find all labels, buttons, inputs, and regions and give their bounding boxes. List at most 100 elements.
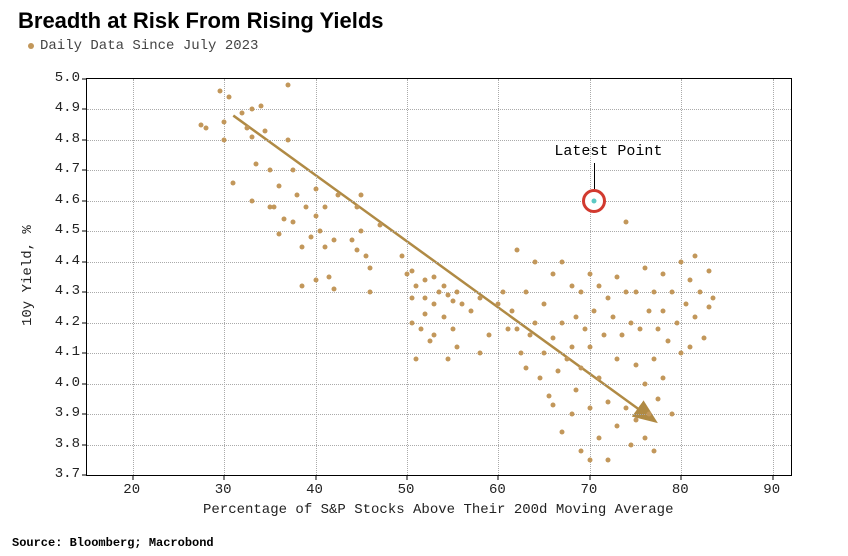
data-point [661,271,666,276]
data-point [711,296,716,301]
data-point [267,168,272,173]
data-point [249,134,254,139]
data-point [368,265,373,270]
data-point [638,326,643,331]
data-point [661,375,666,380]
chart-card: { "title": {"text": "Breadth at Risk Fro… [0,0,848,556]
data-point [423,296,428,301]
data-point [615,424,620,429]
data-point [674,320,679,325]
data-point [331,287,336,292]
data-point [574,387,579,392]
data-point [313,278,318,283]
x-tick-label: 50 [398,482,415,498]
data-point [487,332,492,337]
data-point [651,290,656,295]
annotation-pointer [594,163,595,189]
data-point [277,183,282,188]
data-point [478,296,483,301]
data-point [427,338,432,343]
y-tick-label: 3.8 [40,436,80,452]
data-point [679,259,684,264]
data-point [665,338,670,343]
data-point [514,326,519,331]
data-point [400,253,405,258]
data-point [697,290,702,295]
data-point [318,229,323,234]
data-point [455,290,460,295]
gridline-horizontal [87,262,791,263]
data-point [642,436,647,441]
x-tick-label: 80 [672,482,689,498]
data-point [574,314,579,319]
latest-point-label: Latest Point [554,143,662,160]
plot-area: Latest Point [86,78,792,476]
legend-label: Daily Data Since July 2023 [40,38,258,54]
y-axis-label: 10y Yield, % [20,225,36,326]
data-point [363,253,368,258]
data-point [542,351,547,356]
data-point [693,253,698,258]
data-point [359,229,364,234]
data-point [560,430,565,435]
x-tick-label: 90 [763,482,780,498]
data-point [587,457,592,462]
data-point [299,244,304,249]
data-point [533,320,538,325]
data-point [656,326,661,331]
data-point [418,326,423,331]
data-point [519,351,524,356]
data-point [651,357,656,362]
data-point [432,275,437,280]
data-point [295,192,300,197]
data-point [651,448,656,453]
data-point [706,305,711,310]
x-axis-label: Percentage of S&P Stocks Above Their 200… [203,502,673,518]
data-point [523,366,528,371]
data-point [496,302,501,307]
data-point [679,351,684,356]
data-point [446,357,451,362]
data-point [606,296,611,301]
data-point [624,405,629,410]
data-point [432,302,437,307]
data-point [587,345,592,350]
data-point [409,296,414,301]
data-point [510,308,515,313]
data-point [354,247,359,252]
data-point [647,412,652,417]
data-point [258,104,263,109]
data-point [217,89,222,94]
data-point [441,284,446,289]
data-point [629,442,634,447]
data-point [240,110,245,115]
data-point [377,223,382,228]
data-point [322,204,327,209]
data-point [327,275,332,280]
data-point [542,302,547,307]
data-point [633,363,638,368]
data-point [331,238,336,243]
data-point [606,399,611,404]
data-point [633,290,638,295]
data-point [615,275,620,280]
data-point [551,271,556,276]
data-point [501,290,506,295]
data-point [656,396,661,401]
chart-title: Breadth at Risk From Rising Yields [18,8,384,34]
source-text: Source: Bloomberg; Macrobond [12,536,214,550]
data-point [597,284,602,289]
data-point [368,290,373,295]
data-point [409,268,414,273]
data-point [286,137,291,142]
y-tick-label: 3.9 [40,405,80,421]
data-point [469,308,474,313]
data-point [578,366,583,371]
data-point [272,204,277,209]
data-point [624,220,629,225]
x-tick-label: 30 [215,482,232,498]
data-point [597,375,602,380]
y-tick-label: 4.3 [40,283,80,299]
data-point [555,369,560,374]
data-point [551,402,556,407]
